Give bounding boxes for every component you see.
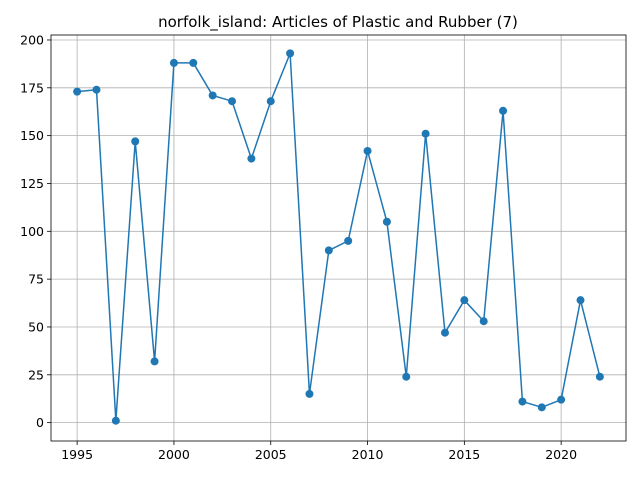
y-tick-label: 125 xyxy=(20,176,44,191)
y-tick-label: 175 xyxy=(20,80,44,95)
data-point xyxy=(479,317,488,326)
data-point xyxy=(189,58,198,67)
grid xyxy=(51,35,626,441)
data-point xyxy=(382,217,391,226)
data-point xyxy=(247,154,256,163)
series-plot xyxy=(73,49,604,425)
data-point xyxy=(499,106,508,115)
data-point xyxy=(440,328,449,337)
y-tick-label: 75 xyxy=(28,272,44,287)
data-point xyxy=(363,146,372,155)
data-point xyxy=(421,129,430,138)
y-tick-label: 200 xyxy=(20,32,44,47)
y-tick-label: 150 xyxy=(20,128,44,143)
data-point xyxy=(228,97,237,106)
x-tick-label: 2010 xyxy=(352,447,384,462)
x-tick-label: 1995 xyxy=(61,447,93,462)
plot-area-frame xyxy=(50,34,627,442)
data-point xyxy=(576,296,585,305)
series-line xyxy=(77,52,601,422)
x-tick-label: 2020 xyxy=(545,447,577,462)
data-point xyxy=(131,137,140,146)
data-point xyxy=(344,236,353,245)
chart-title: norfolk_island: Articles of Plastic and … xyxy=(158,13,518,32)
x-tick-label: 2015 xyxy=(448,447,480,462)
data-point xyxy=(557,395,566,404)
x-tick-label: 2000 xyxy=(158,447,190,462)
y-tick-label: 50 xyxy=(28,319,44,334)
data-point xyxy=(286,49,295,58)
x-tick-label: 2005 xyxy=(255,447,287,462)
data-point xyxy=(460,296,469,305)
data-point xyxy=(324,246,333,255)
data-point xyxy=(537,403,546,412)
x-axis: 1995 2000 2005 2010 2015 2020 xyxy=(61,441,577,462)
data-point xyxy=(518,397,527,406)
data-point xyxy=(169,58,178,67)
data-point xyxy=(266,97,275,106)
y-tick-label: 25 xyxy=(28,367,44,382)
data-point xyxy=(73,87,82,96)
y-tick-label: 100 xyxy=(20,224,44,239)
data-point xyxy=(402,372,411,381)
data-point xyxy=(111,416,120,425)
data-point xyxy=(208,91,217,100)
y-tick-label: 0 xyxy=(36,415,44,430)
data-point xyxy=(92,85,101,94)
y-axis: 0 25 50 75 100 125 150 175 200 xyxy=(20,32,51,430)
data-point xyxy=(150,357,159,366)
data-point xyxy=(595,372,604,381)
data-point xyxy=(305,389,314,398)
